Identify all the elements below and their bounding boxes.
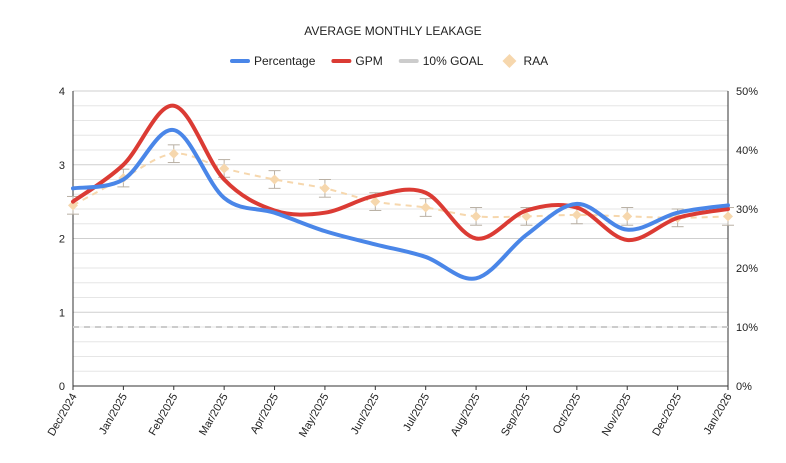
- data-point-raa: [571, 209, 582, 220]
- right-axis-tick-label: 10%: [736, 322, 758, 334]
- data-point-raa: [471, 211, 482, 222]
- series-line-raa: [72, 152, 729, 219]
- legend-label-gpm: GPM: [355, 54, 382, 68]
- x-axis-tick-label: Feb/2025: [147, 392, 181, 438]
- data-point-raa: [269, 174, 280, 185]
- series-layer: [67, 103, 734, 328]
- series-line-gpm: [71, 103, 730, 242]
- legend-label-10-goal: 10% GOAL: [423, 54, 484, 68]
- legend-label-raa: RAA: [523, 54, 548, 68]
- data-point-raa: [723, 211, 733, 222]
- legend-swatch-raa: [502, 54, 517, 68]
- legend: Percentage GPM 10% GOAL RAA: [230, 54, 548, 68]
- data-point-raa: [370, 196, 381, 207]
- data-point-raa: [68, 200, 78, 211]
- left-axis-tick-label: 0: [59, 381, 65, 393]
- x-axis-tick-label: Jul/2025: [401, 392, 432, 434]
- x-axis-tick-label: May/2025: [297, 392, 332, 440]
- x-axis-tick-label: Sep/2025: [499, 392, 533, 439]
- right-axis-tick-label: 40%: [736, 145, 758, 157]
- data-point-raa: [622, 211, 633, 222]
- x-axis-tick-label: Aug/2025: [449, 391, 483, 438]
- right-axis-tick-label: 30%: [736, 204, 758, 216]
- left-axis-tick-label: 3: [59, 160, 65, 172]
- x-axis-tick-label: Jan/2026: [702, 392, 735, 437]
- chart-title: AVERAGE MONTHLY LEAKAGE: [304, 24, 481, 38]
- x-axis-tick-label: Dec/2025: [650, 392, 684, 439]
- data-point-raa: [319, 183, 330, 194]
- x-axis-tick-label: Oct/2025: [551, 392, 584, 437]
- x-axis-tick-label: Jun/2025: [349, 392, 382, 437]
- data-point-raa: [219, 163, 230, 174]
- x-axis-tick-label: Dec/2024: [46, 392, 80, 439]
- right-axis-tick-label: 20%: [736, 263, 758, 275]
- right-axis-tick-label: 0%: [736, 381, 752, 393]
- left-axis-tick-label: 2: [59, 234, 65, 246]
- right-axis-tick-label: 50%: [736, 86, 758, 98]
- left-axis-tick-label: 4: [59, 86, 65, 98]
- x-axis-tick-label: Nov/2025: [600, 392, 634, 439]
- data-point-raa: [521, 211, 532, 222]
- x-axis-tick-label: Apr/2025: [248, 392, 281, 437]
- legend-label-percentage: Percentage: [254, 54, 316, 68]
- x-axis-tick-label: Jan/2025: [97, 392, 130, 437]
- data-point-raa: [420, 202, 431, 213]
- left-axis-tick-label: 1: [59, 307, 65, 319]
- data-point-raa: [168, 148, 179, 159]
- series-line-percentage: [71, 128, 730, 281]
- x-axis-tick-label: Mar/2025: [197, 392, 231, 438]
